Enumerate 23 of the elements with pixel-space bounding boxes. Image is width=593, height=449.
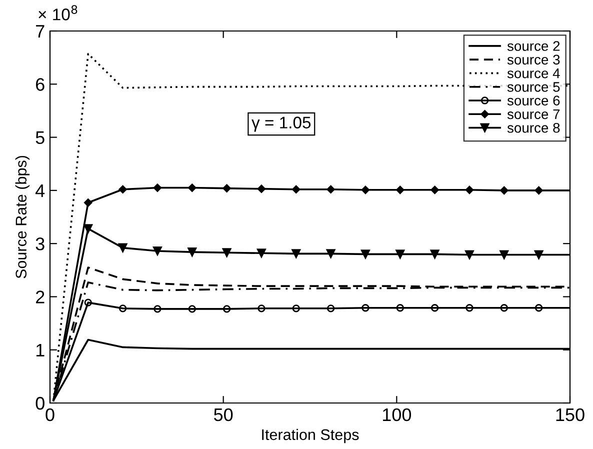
text: × 10$^{8}$ — [38, 5, 78, 20]
x-tick-label: 0 — [46, 408, 54, 422]
x-tick-label: 100 — [382, 408, 412, 422]
legend-label: source 6 — [507, 96, 560, 106]
x-tick-label: 50 — [214, 408, 233, 422]
y-tick-label: 0 — [36, 396, 44, 410]
legend-label: source 4 — [507, 68, 560, 78]
legend-label: source 5 — [507, 82, 560, 92]
y-tick-label: 7 — [36, 25, 44, 38]
legend-label: source 8 — [507, 122, 560, 133]
x-tick-label: 150 — [556, 408, 584, 422]
annotation: γ = 1.05 — [252, 116, 311, 132]
y-tick-label: 6 — [36, 78, 44, 91]
y-tick-label: 4 — [36, 184, 45, 197]
y-tick-label: 2 — [36, 290, 44, 304]
legend-label: source 7 — [507, 109, 560, 120]
y-axis-title: Source Rate (bps) — [15, 156, 30, 278]
y-tick-label: 5 — [36, 131, 44, 144]
legend-label: source 2 — [507, 41, 560, 51]
legend-label: source 3 — [507, 54, 560, 65]
x-axis-title: Iteration Steps — [262, 428, 359, 444]
y-tick-label: 3 — [36, 238, 44, 250]
y-tick-label: 1 — [36, 344, 44, 356]
